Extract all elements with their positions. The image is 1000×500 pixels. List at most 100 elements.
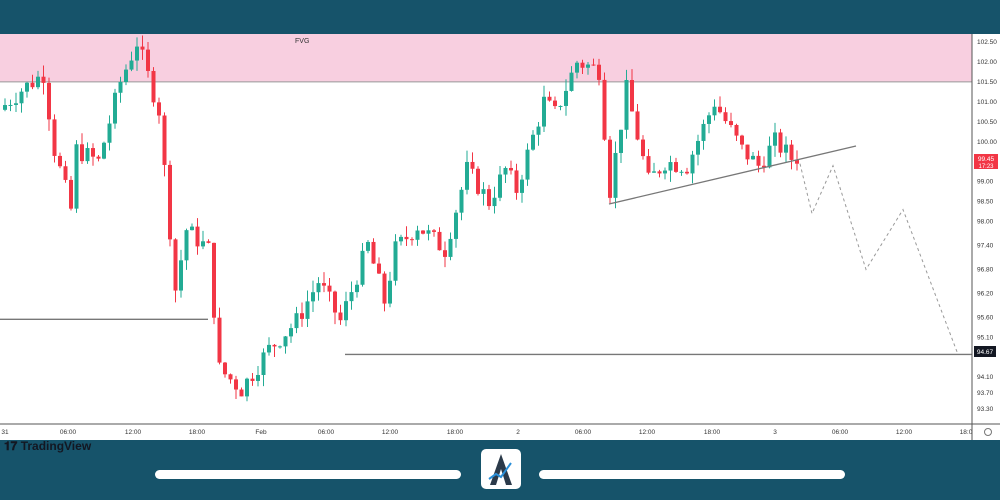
fvg-label: FVG [295,38,309,45]
time-tick-label: 18:00 [447,429,464,436]
candle-body [597,64,601,80]
candle-body [553,100,557,107]
candle-body [718,106,722,113]
candle-body [195,226,200,247]
candle-body [113,92,117,124]
candle-body [652,171,656,173]
candle-body [300,313,304,319]
candle-body [377,263,381,274]
candle-body [316,283,321,293]
candle-body [608,139,612,198]
candle-body [168,164,172,240]
settings-icon[interactable] [984,428,992,436]
candle-body [619,129,623,153]
candle-body [712,106,717,116]
time-axis: 31 06:00 12:00 18:00 Feb 06:00 12:00 18:00 2 06:0… [1,429,972,436]
candle-body [289,328,293,337]
candle-body [734,124,739,136]
candle-body [184,230,189,261]
candle-body [267,344,271,353]
candle-body [201,241,205,247]
candle-body [784,144,788,153]
candle-body [745,144,750,160]
candle-body [454,212,458,239]
candle-body [245,378,249,397]
candle-body [355,284,359,293]
candle-body [421,230,425,234]
candle-body [415,230,420,240]
time-tick-label: 31 [1,429,9,436]
candle-body [602,79,607,140]
candle-body [129,60,134,70]
time-tick-label: 18:0 [960,429,973,436]
candle-body [476,168,480,194]
candle-body [514,170,519,193]
candle-body [492,197,497,207]
candle-body [272,344,277,347]
candle-body [47,82,51,120]
price-tick-label: 96.80 [977,266,994,273]
time-tick-label: Feb [255,429,267,436]
candle-body [531,134,535,150]
trendline [608,145,857,205]
time-tick-label: 06:00 [575,429,592,436]
candle-body [69,179,73,209]
candle-body [162,115,167,165]
candle-body [30,82,35,88]
candle-body [751,155,755,160]
candle-body [333,291,337,313]
watermark-text: TradingView [20,439,92,453]
candle-body [85,148,90,162]
candle-body [668,162,673,171]
candle-body [701,123,706,141]
brand-logo [481,449,521,489]
candle-body [685,171,689,174]
candle-body [327,285,332,292]
price-tick-label: 100.50 [977,119,997,126]
candle-body [135,46,139,61]
candle-body [630,80,634,112]
candle-body [151,70,156,103]
candle-body [366,241,370,251]
price-tick-label: 95.60 [977,314,994,321]
candle-body [443,250,447,257]
tradingview-icon: 𝟏𝟕 [4,439,21,453]
candle-body [795,159,799,164]
candle-body [360,250,365,285]
candle-body [707,115,711,124]
candle-body [228,374,233,380]
time-tick-label: 2 [516,429,520,436]
candle-body [96,156,101,159]
candle-body [740,135,744,145]
candle-body [8,104,13,106]
candle-body [294,313,299,329]
candle-body [657,171,662,174]
candle-body [569,72,574,91]
candle-body [278,346,282,348]
time-tick-label: 12:00 [896,429,913,436]
candle-body [239,389,244,397]
candle-body [58,155,62,167]
candle-body [41,76,46,83]
time-tick-label: 12:00 [639,429,656,436]
price-tick-label: 98.00 [977,219,994,226]
candle-body [261,352,266,375]
candle-body [91,148,95,157]
candle-body [371,241,376,264]
candle-body [641,139,645,157]
candle-body [575,62,579,73]
candle-body [679,171,684,173]
candle-body [525,149,530,180]
price-tick-label: 96.20 [977,290,994,297]
candle-body [311,292,315,302]
price-chart[interactable]: FVG 102.50 102.00 101.50 101.00 100.50 100.00… [0,34,1000,453]
candle-body [773,132,777,146]
candle-body [481,189,486,194]
candle-body [36,76,40,88]
price-tick-label: 99.00 [977,179,994,186]
candle-body [696,140,700,155]
time-tick-label: 18:00 [189,429,206,436]
chart-canvas[interactable]: FVG 102.50 102.00 101.50 101.00 100.50 100.00… [0,34,1000,440]
candle-body [586,64,590,68]
candle-body [399,236,403,242]
